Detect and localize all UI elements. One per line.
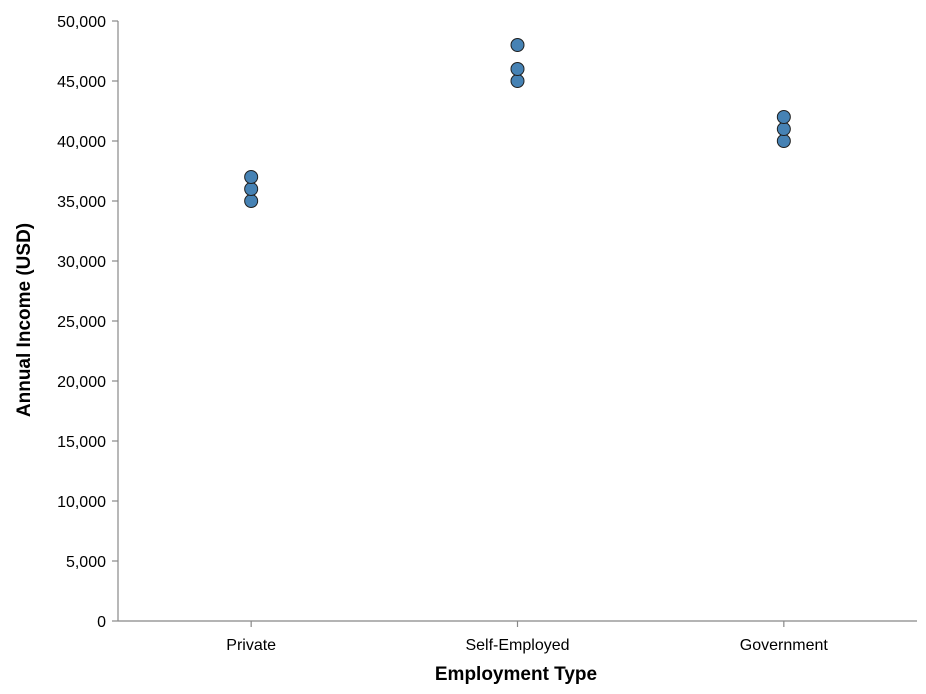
data-point [776, 134, 791, 148]
data-point [510, 38, 525, 52]
y-tick-label: 5,000 [66, 554, 106, 571]
x-axis: Private Self-Employed Government [118, 620, 917, 654]
y-axis: 0 5,000 10,000 15,000 20,000 25,000 30,000 35,0… [57, 14, 119, 631]
data-point [776, 110, 791, 124]
y-tick-label: 10,000 [57, 494, 106, 511]
data-point [510, 74, 525, 88]
y-tick-label: 45,000 [57, 74, 106, 91]
x-tick-label: Private [226, 637, 276, 654]
y-tick-label: 35,000 [57, 194, 106, 211]
y-tick-label: 25,000 [57, 314, 106, 331]
data-point [776, 122, 791, 136]
y-tick-label: 0 [97, 614, 106, 631]
x-tick-label: Government [740, 637, 829, 654]
y-tick-label: 50,000 [57, 14, 106, 31]
y-tick-label: 40,000 [57, 134, 106, 151]
y-tick-label: 30,000 [57, 254, 106, 271]
y-axis-title: Annual Income (USD) [14, 223, 35, 417]
data-point [244, 194, 259, 208]
x-axis-title: Employment Type [435, 664, 597, 685]
data-point [510, 62, 525, 76]
y-tick-label: 20,000 [57, 374, 106, 391]
y-tick-label: 15,000 [57, 434, 106, 451]
data-point [244, 170, 259, 184]
x-tick-label: Self-Employed [465, 637, 569, 654]
data-point [244, 182, 259, 196]
data-points [244, 38, 791, 208]
